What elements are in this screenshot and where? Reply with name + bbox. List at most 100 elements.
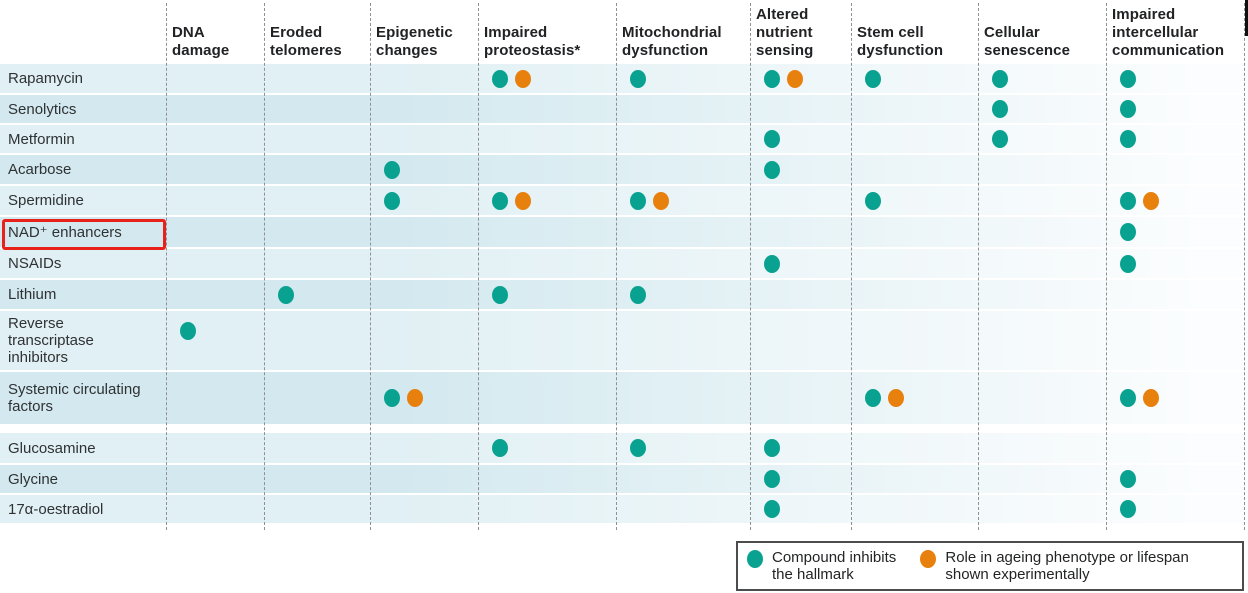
row-label-text: Senolytics xyxy=(8,100,77,118)
legend-label-experimental: Role in ageing phenotype or lifespan sho… xyxy=(945,549,1189,583)
hallmark-inhibited-dot-icon xyxy=(1120,470,1136,488)
row-label-text: Reverse transcriptase inhibitors xyxy=(8,315,94,366)
row-band xyxy=(0,495,1248,523)
orange-dot-icon xyxy=(920,550,937,568)
column-divider-line xyxy=(750,3,751,530)
row-band xyxy=(0,95,1248,123)
row-band xyxy=(0,186,1248,215)
legend: Compound inhibits the hallmark Role in a… xyxy=(736,541,1244,591)
column-divider-line xyxy=(264,3,265,530)
row-band xyxy=(0,155,1248,184)
row-band xyxy=(0,280,1248,309)
row-label: Glycine xyxy=(8,465,146,493)
experimental-evidence-dot-icon xyxy=(1143,389,1159,407)
hallmark-inhibited-dot-icon xyxy=(764,69,780,88)
hallmark-inhibited-dot-icon xyxy=(992,69,1008,88)
hallmark-inhibited-dot-icon xyxy=(630,191,646,210)
hallmark-inhibited-dot-icon xyxy=(764,470,780,488)
row-label-text: Metformin xyxy=(8,130,75,148)
hallmark-inhibited-dot-icon xyxy=(492,69,508,88)
hallmark-inhibited-dot-icon xyxy=(865,69,881,88)
column-divider-line xyxy=(851,3,852,530)
row-band xyxy=(0,64,1248,93)
hallmark-inhibited-dot-icon xyxy=(764,500,780,518)
hallmark-inhibited-dot-icon xyxy=(1120,500,1136,518)
column-header: DNA damage xyxy=(172,24,230,59)
hallmark-inhibited-dot-icon xyxy=(492,285,508,304)
row-band xyxy=(0,433,1248,463)
hallmark-inhibited-dot-icon xyxy=(1120,389,1136,407)
hallmark-inhibited-dot-icon xyxy=(1120,223,1136,241)
row-band xyxy=(0,217,1248,247)
experimental-evidence-dot-icon xyxy=(888,389,904,407)
row-label-text: NSAIDs xyxy=(8,255,62,272)
row-label-text: Systemic circulating factors xyxy=(8,381,141,415)
row-band xyxy=(0,125,1248,153)
row-band xyxy=(0,372,1248,424)
column-header: Cellular senescence xyxy=(984,24,1071,59)
row-label: NSAIDs xyxy=(8,249,146,278)
row-label-text: 17α-oestradiol xyxy=(8,500,104,518)
column-header: Eroded telomeres xyxy=(270,24,342,59)
hallmark-inhibited-dot-icon xyxy=(384,191,400,210)
hallmark-inhibited-dot-icon xyxy=(630,69,646,88)
row-label: NAD⁺ enhancers xyxy=(8,217,146,247)
hallmark-inhibited-dot-icon xyxy=(865,389,881,407)
teal-dot-icon xyxy=(747,550,763,568)
screenshot-crop-edge xyxy=(1245,0,1248,36)
column-divider-line xyxy=(616,3,617,530)
column-header: Stem cell dysfunction xyxy=(857,24,944,59)
hallmark-inhibited-dot-icon xyxy=(764,160,780,179)
row-label-text: Acarbose xyxy=(8,161,72,178)
row-label: Metformin xyxy=(8,125,146,153)
column-header: Altered nutrient sensing xyxy=(756,6,814,59)
hallmark-inhibited-dot-icon xyxy=(492,191,508,210)
row-label-text: Spermidine xyxy=(8,192,84,209)
column-divider-line xyxy=(478,3,479,530)
column-header: Impaired proteostasis* xyxy=(484,24,581,59)
hallmark-inhibited-dot-icon xyxy=(1120,191,1136,210)
annotation-red-box xyxy=(2,219,166,250)
row-label-text: Rapamycin xyxy=(8,70,84,87)
experimental-evidence-dot-icon xyxy=(653,191,669,210)
hallmark-inhibited-dot-icon xyxy=(764,130,780,148)
row-label-text: Glycine xyxy=(8,470,59,488)
column-header: Mitochondrial dysfunction xyxy=(622,24,722,59)
row-label: Rapamycin xyxy=(8,64,146,93)
hallmark-inhibited-dot-icon xyxy=(492,439,508,457)
column-header: Impaired intercellular communication xyxy=(1112,6,1225,59)
experimental-evidence-dot-icon xyxy=(1143,191,1159,210)
hallmark-inhibited-dot-icon xyxy=(180,322,196,340)
hallmark-inhibited-dot-icon xyxy=(992,130,1008,148)
column-divider-line xyxy=(978,3,979,530)
row-label: Acarbose xyxy=(8,155,146,184)
column-divider-line xyxy=(1244,3,1245,530)
legend-item-experimental: Role in ageing phenotype or lifespan sho… xyxy=(920,549,1236,583)
row-band xyxy=(0,311,1248,370)
row-band xyxy=(0,465,1248,493)
hallmark-inhibited-dot-icon xyxy=(764,254,780,273)
hallmark-inhibited-dot-icon xyxy=(764,439,780,457)
legend-item-inhibits: Compound inhibits the hallmark xyxy=(747,549,920,583)
row-label: Glucosamine xyxy=(8,433,146,463)
row-label-text: Lithium xyxy=(8,286,57,303)
experimental-evidence-dot-icon xyxy=(407,389,423,407)
row-label: Reverse transcriptase inhibitors xyxy=(8,311,146,370)
hallmark-inhibited-dot-icon xyxy=(992,100,1008,118)
row-label: Senolytics xyxy=(8,95,146,123)
hallmark-inhibited-dot-icon xyxy=(278,285,294,304)
hallmark-inhibited-dot-icon xyxy=(630,285,646,304)
experimental-evidence-dot-icon xyxy=(787,69,803,88)
column-header: Epigenetic changes xyxy=(376,24,453,59)
legend-label-inhibits: Compound inhibits the hallmark xyxy=(772,549,897,583)
column-divider-line xyxy=(166,3,167,530)
column-divider-line xyxy=(370,3,371,530)
experimental-evidence-dot-icon xyxy=(515,69,531,88)
column-divider-line xyxy=(1106,3,1107,530)
hallmark-inhibited-dot-icon xyxy=(1120,69,1136,88)
row-label: Spermidine xyxy=(8,186,146,215)
row-label: Systemic circulating factors xyxy=(8,372,146,424)
experimental-evidence-dot-icon xyxy=(515,191,531,210)
row-band xyxy=(0,249,1248,278)
